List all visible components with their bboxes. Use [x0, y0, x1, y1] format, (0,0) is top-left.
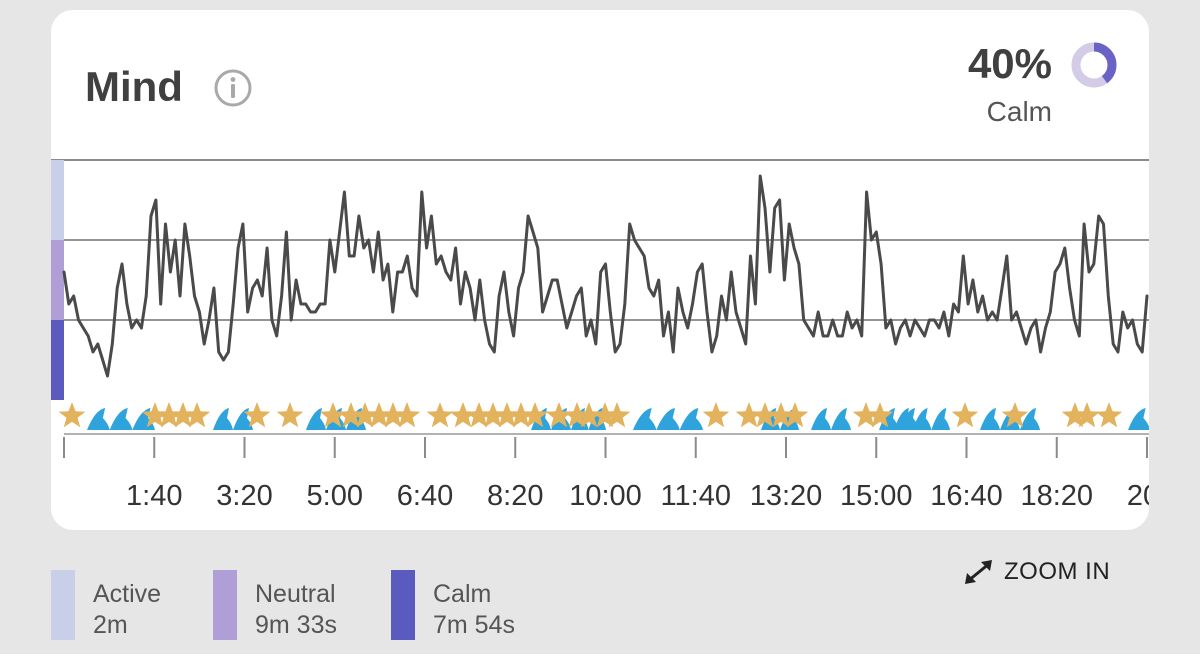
- star-icon: [379, 402, 407, 428]
- star-icon: [521, 402, 549, 428]
- x-tick-label: 8:20: [487, 480, 543, 512]
- star-icon: [563, 402, 591, 428]
- legend-name-active: Active: [93, 580, 162, 608]
- star-icon: [155, 402, 183, 428]
- wave-icon: [633, 408, 703, 430]
- star-icon: [169, 402, 197, 428]
- star-icon: [507, 402, 535, 428]
- star-icon: [545, 402, 573, 428]
- legend-swatch-active: [51, 570, 75, 640]
- calm-percentage: 40%: [967, 40, 1052, 87]
- x-tick-label: 10:00: [569, 480, 642, 512]
- mind-card: Mind 40% Calm 1:40 3:20 5:00 6:40 8:20 10:00 1…: [51, 10, 1149, 530]
- star-icon: [58, 402, 86, 428]
- zone-bar-neutral: [51, 240, 64, 320]
- star-icon: [767, 402, 795, 428]
- star-icon: [183, 402, 211, 428]
- x-tick-label: 15:00: [840, 480, 913, 512]
- x-tick-label: 18:20: [1020, 480, 1093, 512]
- activity-icon-strip: [58, 402, 1149, 430]
- wave-icon: [213, 408, 253, 430]
- star-icon: [951, 402, 979, 428]
- zone-bar-active: [51, 160, 64, 240]
- star-icon: [365, 402, 393, 428]
- star-icon: [337, 402, 365, 428]
- star-icon: [702, 402, 730, 428]
- star-icon: [852, 402, 880, 428]
- x-tick-label: 20:: [1127, 480, 1149, 512]
- star-icon: [319, 402, 347, 428]
- legend-value-neutral: 9m 33s: [255, 611, 337, 639]
- x-tick-label: 13:20: [750, 480, 823, 512]
- wave-icon: [1128, 408, 1149, 430]
- star-icon: [493, 402, 521, 428]
- wave-icon: [87, 408, 155, 430]
- x-tick-label: 5:00: [307, 480, 363, 512]
- star-icon: [751, 402, 779, 428]
- expand-arrows-icon: [965, 560, 992, 584]
- star-icon: [479, 402, 507, 428]
- info-circle-icon[interactable]: [213, 68, 253, 108]
- legend-value-active: 2m: [93, 611, 128, 639]
- star-icon: [1073, 402, 1101, 428]
- wave-icon: [811, 408, 851, 430]
- star-icon: [1095, 402, 1123, 428]
- x-tick-label: 1:40: [126, 480, 182, 512]
- star-icon: [141, 402, 169, 428]
- legend-swatch-neutral: [213, 570, 237, 640]
- star-icon: [393, 402, 421, 428]
- star-icon: [866, 402, 894, 428]
- star-icon: [735, 402, 763, 428]
- ring-fill: [1071, 42, 1117, 88]
- zone-bar-calm: [51, 320, 64, 400]
- mind-chart: 1:40 3:20 5:00 6:40 8:20 10:00 11:40 13:20 15:00…: [51, 159, 1149, 512]
- calm-percentage-label: Calm: [986, 96, 1052, 127]
- x-tick-label: 16:40: [930, 480, 1003, 512]
- calm-progress-ring-icon: [1071, 42, 1117, 88]
- zoom-in-button[interactable]: ZOOM IN: [962, 556, 1110, 588]
- star-icon: [781, 402, 809, 428]
- x-tick-label: 3:20: [216, 480, 272, 512]
- star-icon: [351, 402, 379, 428]
- legend-name-calm: Calm: [433, 580, 492, 608]
- legend-swatch-calm: [391, 570, 415, 640]
- series-line: [62, 174, 1149, 378]
- x-axis-ticks: 1:40 3:20 5:00 6:40 8:20 10:00 11:40 13:20 15:00…: [63, 437, 1149, 512]
- x-tick-label: 11:40: [661, 480, 731, 512]
- zoom-in-label: ZOOM IN: [1004, 558, 1111, 585]
- star-icon: [1001, 402, 1029, 428]
- star-icon: [449, 402, 477, 428]
- star-icon: [465, 402, 493, 428]
- star-icon: [276, 402, 304, 428]
- legend-value-calm: 7m 54s: [433, 611, 515, 639]
- wave-icon: [894, 408, 950, 430]
- star-icon: [1061, 402, 1089, 428]
- star-icon: [243, 402, 271, 428]
- star-icon: [575, 402, 603, 428]
- star-icon: [426, 402, 454, 428]
- legend-name-neutral: Neutral: [255, 580, 336, 608]
- star-icon: [603, 402, 631, 428]
- star-icon: [591, 402, 619, 428]
- x-tick-label: 6:40: [397, 480, 453, 512]
- card-title: Mind: [85, 63, 183, 110]
